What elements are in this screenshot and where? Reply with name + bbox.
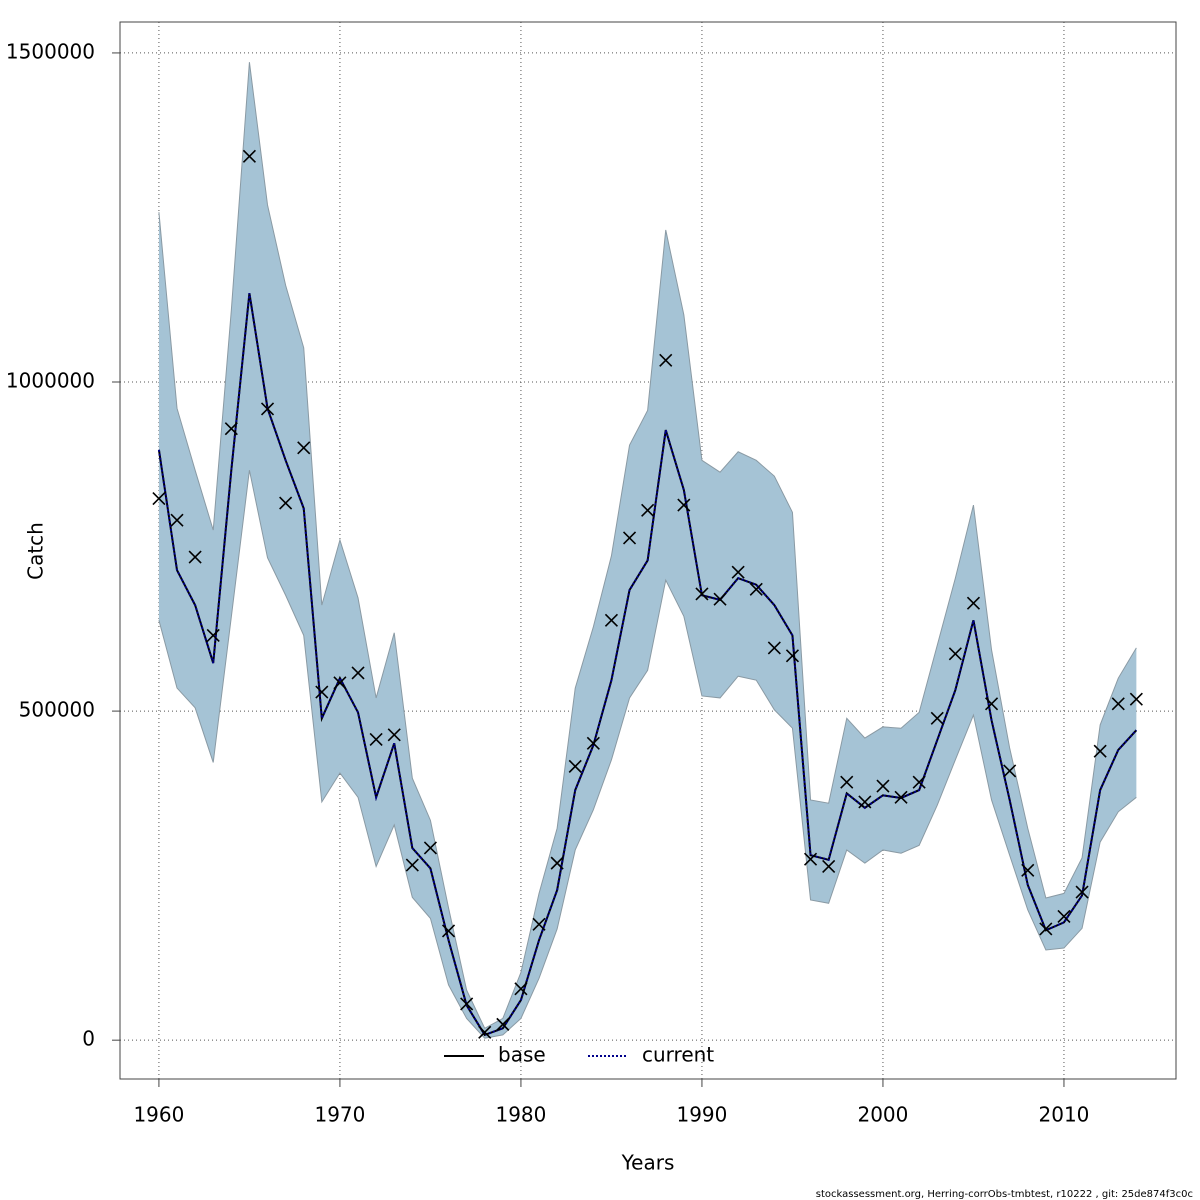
plot-layer: [120, 22, 1176, 1079]
observation-marker: [785, 649, 800, 663]
observation-marker: [206, 628, 220, 642]
x-tick-label: 1970: [314, 1103, 365, 1127]
observation-marker: [966, 596, 981, 610]
observation-marker: [170, 513, 184, 527]
x-axis-label: Years: [621, 1151, 675, 1175]
observation-marker: [1093, 744, 1107, 758]
observation-marker: [514, 982, 528, 996]
legend-label: current: [642, 1043, 714, 1067]
observation-marker: [731, 565, 745, 579]
series-line: [157, 293, 1138, 1037]
observation-marker: [876, 779, 890, 793]
y-tick-label: 1000000: [6, 369, 95, 393]
observation-marker: [224, 422, 238, 436]
observation-marker: [695, 587, 709, 601]
observation-marker: [369, 732, 383, 746]
plot-frame: [119, 21, 1177, 1080]
observation-marker: [423, 841, 437, 855]
observation-marker: [279, 496, 293, 510]
observation-marker: [1039, 922, 1053, 936]
observation-marker: [478, 1025, 492, 1039]
observation-marker: [894, 790, 908, 804]
observation-marker: [260, 402, 275, 416]
observation-marker: [822, 859, 836, 873]
y-axis-label: Catch: [24, 522, 48, 580]
y-tick-label: 0: [82, 1027, 95, 1051]
observation-marker: [604, 613, 619, 627]
observation-marker: [351, 666, 365, 680]
observation-marker: [242, 149, 256, 163]
observation-marker: [984, 697, 999, 711]
observation-marker: [1129, 692, 1143, 706]
observation-marker: [912, 775, 926, 789]
x-tick-label: 1990: [676, 1103, 727, 1127]
observation-marker: [641, 503, 655, 517]
observation-marker: [840, 775, 854, 789]
y-tick-label: 1500000: [6, 39, 95, 63]
observation-marker: [315, 685, 329, 699]
x-tick-label: 2000: [857, 1103, 908, 1127]
x-tick-label: 2010: [1039, 1103, 1090, 1127]
observation-marker: [460, 997, 474, 1011]
legend-label: base: [498, 1043, 546, 1067]
observation-marker: [767, 641, 781, 655]
observation-marker: [387, 728, 401, 742]
observation-marker: [713, 592, 727, 606]
observation-marker: [188, 550, 202, 564]
y-tick-label: 500000: [19, 698, 95, 722]
observation-marker: [496, 1017, 510, 1031]
observation-marker: [586, 736, 600, 750]
observation-marker: [550, 856, 564, 870]
x-tick-label: 1980: [495, 1103, 546, 1127]
observation-marker: [749, 582, 763, 596]
band-upper: [158, 62, 1137, 1030]
observation-marker: [1021, 863, 1035, 877]
observation-marker: [152, 491, 166, 506]
observation-marker: [858, 795, 872, 809]
observation-marker: [677, 498, 691, 512]
observation-marker: [441, 924, 456, 938]
observation-marker: [532, 917, 546, 931]
band-lower: [158, 470, 1137, 1039]
observation-marker: [405, 858, 419, 872]
observation-marker: [333, 676, 347, 690]
observation-marker: [803, 852, 818, 866]
observation-marker: [568, 759, 582, 773]
observation-marker: [1003, 764, 1017, 778]
observation-marker: [948, 647, 962, 661]
observation-marker: [930, 711, 944, 725]
observation-marker: [622, 531, 637, 545]
observation-marker: [1111, 697, 1125, 711]
x-tick-label: 1960: [133, 1103, 184, 1127]
observation-marker: [1057, 909, 1071, 924]
footnote: stockassessment.org, Herring-corrObs-tmb…: [816, 1189, 1193, 1200]
observation-marker: [659, 353, 673, 367]
observation-marker: [297, 441, 311, 455]
observation-marker: [1075, 885, 1089, 899]
